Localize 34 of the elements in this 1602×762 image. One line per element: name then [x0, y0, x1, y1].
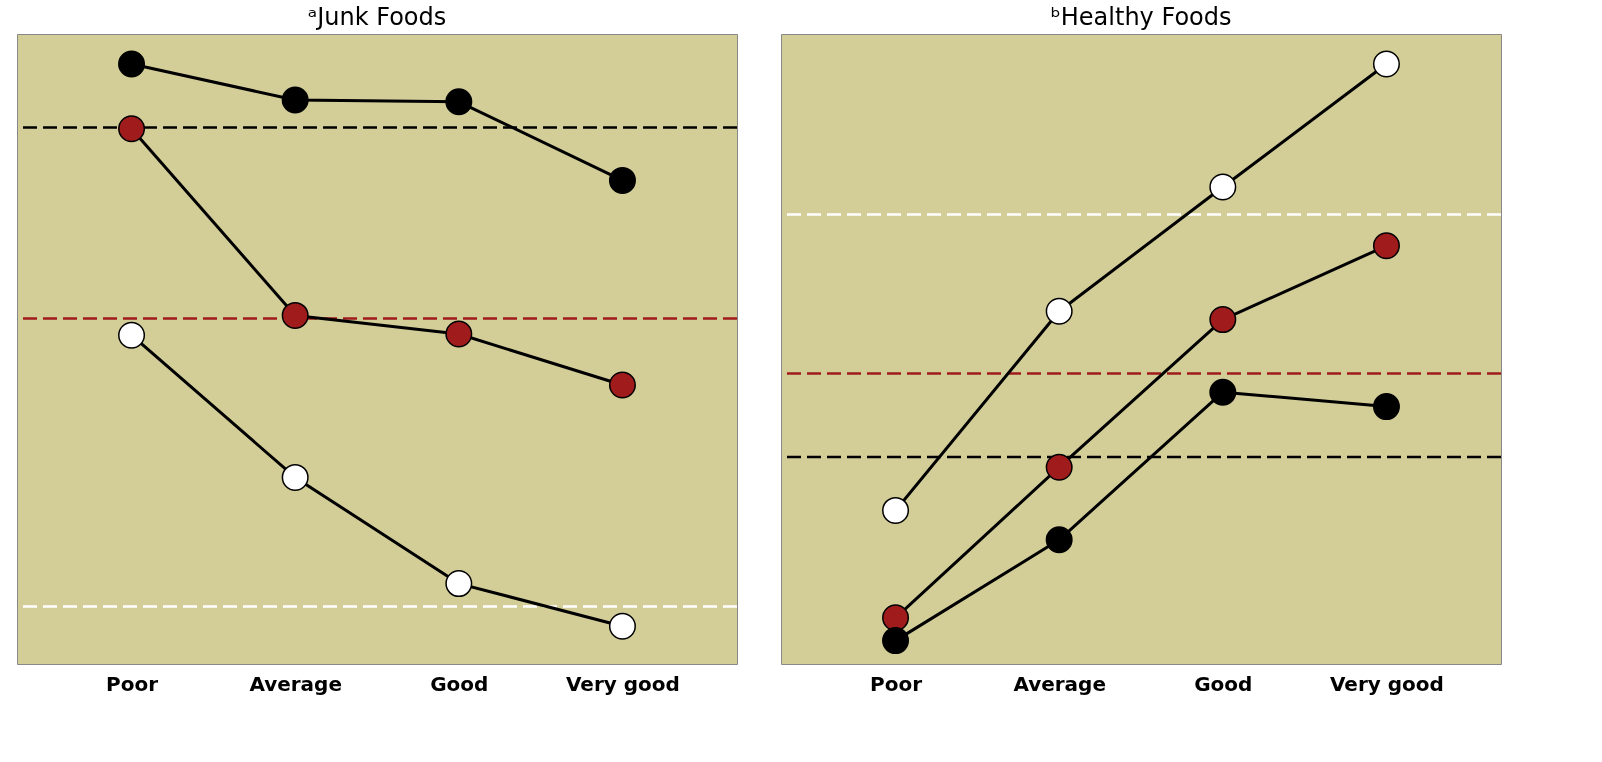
point: [1209, 306, 1237, 334]
x-tick-label: Poor: [870, 671, 923, 696]
point: [118, 115, 146, 143]
point: [1372, 50, 1400, 78]
chart-title: ᵃJunk Foods: [307, 3, 447, 31]
point: [1045, 453, 1073, 481]
point: [445, 570, 473, 598]
point: [281, 463, 309, 491]
point: [445, 320, 473, 348]
point: [1372, 393, 1400, 421]
x-tick-label: Average: [1013, 671, 1106, 696]
point: [1045, 526, 1073, 554]
point: [608, 371, 636, 399]
x-tick-label: Very good: [1329, 671, 1444, 696]
x-tick-label: Good: [1194, 671, 1253, 696]
point: [882, 496, 910, 524]
point: [1372, 232, 1400, 260]
x-tick-label: Poor: [106, 671, 159, 696]
point: [118, 50, 146, 78]
point: [608, 166, 636, 194]
point: [608, 612, 636, 640]
chart-title: ᵇHealthy Foods: [1050, 3, 1232, 31]
point: [445, 88, 473, 116]
point: [1045, 297, 1073, 325]
point: [882, 604, 910, 632]
x-tick-label: Good: [430, 671, 489, 696]
point: [1209, 173, 1237, 201]
point: [882, 627, 910, 655]
point: [118, 321, 146, 349]
x-tick-label: Very good: [565, 671, 680, 696]
point: [281, 301, 309, 329]
x-tick-label: Average: [249, 671, 342, 696]
point: [1209, 378, 1237, 406]
point: [281, 86, 309, 114]
